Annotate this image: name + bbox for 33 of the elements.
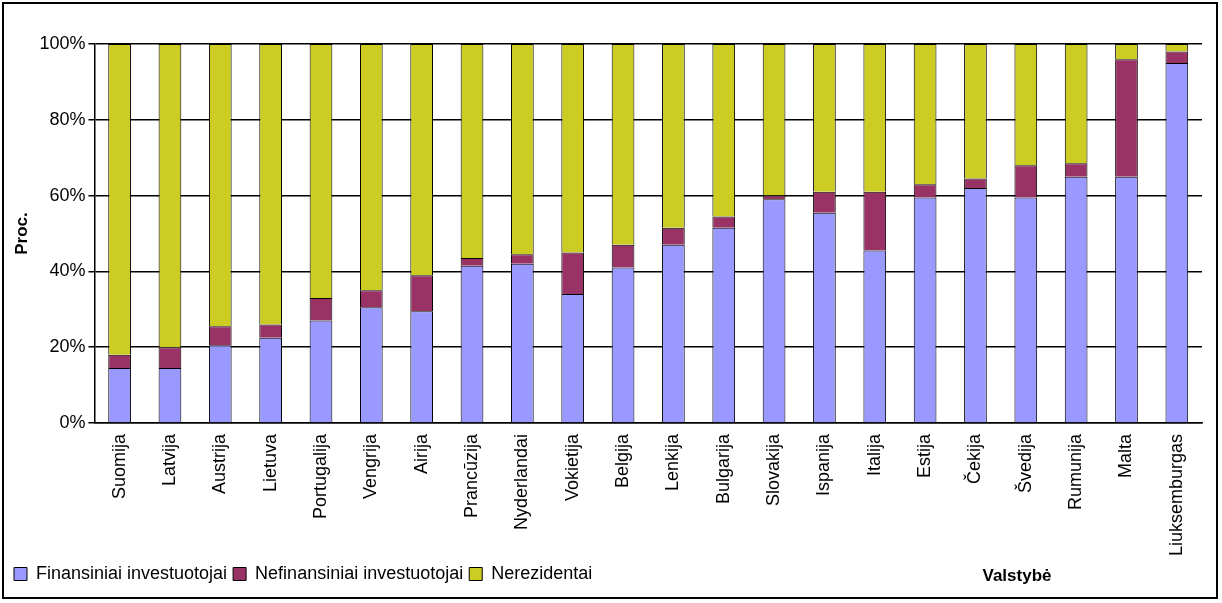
y-tick-label: 80% <box>49 108 86 129</box>
x-tick-label: Liuksemburgas <box>1165 433 1186 556</box>
y-axis-title: Proc. <box>11 212 31 255</box>
x-tick-label: Čekija <box>963 432 985 484</box>
legend-label: Nerezidentai <box>491 562 593 583</box>
x-tick-label: Austrija <box>209 432 230 494</box>
x-tick-label: Vokietija <box>561 432 582 501</box>
x-axis-title: Valstybė <box>982 565 1052 585</box>
legend-label: Finansiniai investuotojai <box>36 562 228 583</box>
x-tick-label: Malta <box>1115 432 1136 478</box>
x-tick-label: Rumunija <box>1065 432 1086 510</box>
x-tick-label: Italija <box>863 432 884 476</box>
y-tick-label: 0% <box>59 411 86 432</box>
x-tick-label: Nyderlandai <box>511 433 532 530</box>
x-tick-label: Lietuva <box>259 432 280 492</box>
x-tick-label: Slovakija <box>763 432 784 506</box>
x-tick-label: Prancūzija <box>460 432 481 518</box>
y-tick-label: 60% <box>49 184 86 205</box>
y-tick-label: 100% <box>39 32 86 53</box>
y-tick-label: 40% <box>49 260 86 281</box>
x-tick-label: Belgija <box>612 432 633 488</box>
x-tick-label: Portugalija <box>309 432 330 519</box>
x-tick-label: Ispanija <box>813 432 834 496</box>
x-tick-label: Suomija <box>108 432 129 499</box>
x-tick-label: Latvija <box>158 432 179 486</box>
x-tick-label: Estija <box>914 432 935 478</box>
x-tick-label: Vengrija <box>360 432 381 499</box>
y-tick-label: 20% <box>49 336 86 357</box>
x-tick-label: Bulgarija <box>712 432 733 504</box>
x-tick-label: Lenkija <box>662 432 683 491</box>
x-tick-label: Airija <box>410 432 431 474</box>
x-tick-label: Švedija <box>1013 432 1035 493</box>
legend-label: Nefinansiniai investuotojai <box>255 562 464 583</box>
